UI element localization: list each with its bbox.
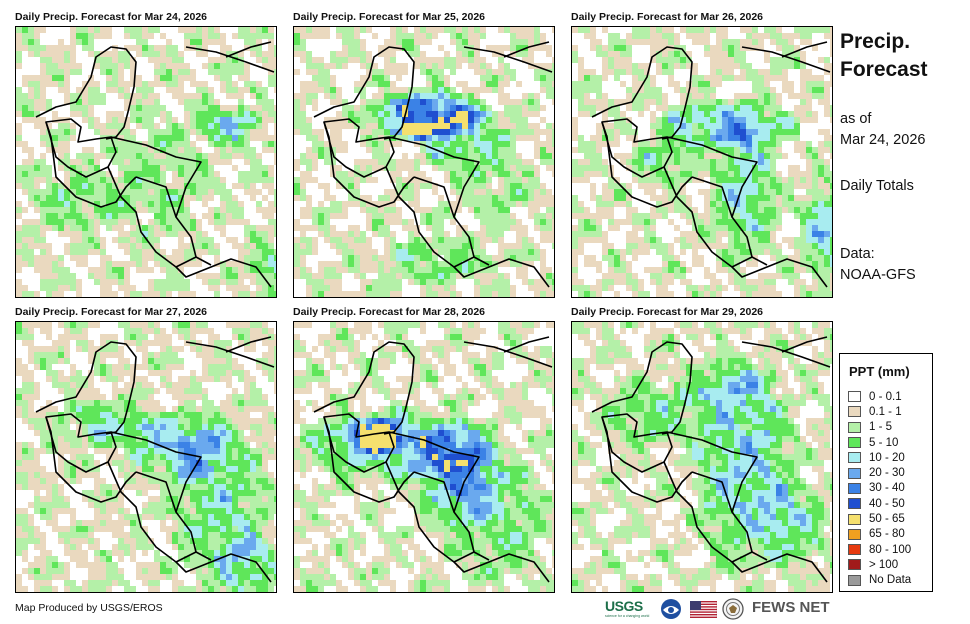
forecast-panel-3: Daily Precip. Forecast for Mar 26, 2026 — [571, 10, 833, 300]
panel-title: Daily Precip. Forecast for Mar 26, 2026 — [571, 11, 764, 23]
legend-swatch — [848, 467, 861, 479]
precip-map — [571, 26, 833, 298]
legend-label: 65 - 80 — [869, 528, 905, 541]
fews-net-logo: FEWS NET — [752, 599, 830, 616]
legend-swatch — [848, 513, 861, 525]
legend-label: 20 - 30 — [869, 467, 905, 480]
precip-map — [293, 26, 555, 298]
country-borders — [35, 336, 275, 583]
partner-logos: USGS science for a changing world FEWS N… — [605, 597, 835, 621]
legend-swatch — [848, 406, 861, 418]
legend-item: 1 - 5 — [848, 420, 911, 435]
legend-label: 80 - 100 — [869, 543, 912, 556]
forecast-panel-4: Daily Precip. Forecast for Mar 27, 2026 — [15, 305, 277, 595]
precip-map — [293, 321, 555, 593]
as-of-label: as of — [840, 111, 872, 127]
panel-title: Daily Precip. Forecast for Mar 24, 2026 — [15, 11, 208, 23]
forecast-panel-1: Daily Precip. Forecast for Mar 24, 2026 — [15, 10, 277, 300]
legend-label: 5 - 10 — [869, 436, 899, 449]
legend-item: > 100 — [848, 557, 911, 572]
legend-swatch — [848, 559, 861, 571]
forecast-panel-6: Daily Precip. Forecast for Mar 29, 2026 — [571, 305, 833, 595]
precip-grid — [572, 322, 832, 592]
legend-swatch — [848, 391, 861, 403]
state-department-seal-icon — [722, 598, 744, 620]
us-flag-icon — [690, 601, 717, 618]
country-borders — [313, 41, 553, 288]
legend-label: > 100 — [869, 558, 899, 571]
precip-map — [15, 321, 277, 593]
sidebar-title-line1: Precip. — [840, 30, 911, 53]
legend-item: 50 - 65 — [848, 511, 911, 526]
legend-swatch — [848, 498, 861, 510]
country-borders — [35, 41, 275, 288]
as-of-value: Mar 24, 2026 — [840, 132, 926, 148]
legend-list: 0 - 0.1 0.1 - 1 1 - 5 5 - 10 10 - 20 20 - 30 3… — [848, 389, 911, 588]
country-borders — [591, 41, 831, 288]
legend-title: PPT (mm) — [849, 364, 910, 379]
precip-map — [15, 26, 277, 298]
legend-label: 1 - 5 — [869, 421, 893, 434]
data-source: Data: NOAA-GFS — [840, 244, 916, 286]
legend-item: 5 - 10 — [848, 435, 911, 450]
panel-title: Daily Precip. Forecast for Mar 29, 2026 — [571, 306, 764, 318]
daily-totals-label: Daily Totals — [840, 178, 914, 194]
usgs-tagline: science for a changing world — [605, 614, 650, 618]
country-borders — [313, 336, 553, 583]
precip-map — [571, 321, 833, 593]
legend-label: 40 - 50 — [869, 497, 905, 510]
legend-swatch — [848, 528, 861, 540]
legend-swatch — [848, 544, 861, 556]
data-source-label: Data: — [840, 246, 875, 262]
as-of-date: as of Mar 24, 2026 — [840, 109, 925, 151]
panel-title: Daily Precip. Forecast for Mar 27, 2026 — [15, 306, 208, 318]
forecast-panel-2: Daily Precip. Forecast for Mar 25, 2026 — [293, 10, 555, 300]
sidebar-title: Precip. Forecast — [840, 28, 928, 84]
map-credit: Map Produced by USGS/EROS — [15, 602, 163, 614]
legend-label: 10 - 20 — [869, 451, 905, 464]
legend-item: 65 - 80 — [848, 527, 911, 542]
legend-item: 80 - 100 — [848, 542, 911, 557]
legend-swatch — [848, 452, 861, 464]
precip-grid — [16, 322, 276, 592]
legend-label: 0 - 0.1 — [869, 390, 902, 403]
panel-title: Daily Precip. Forecast for Mar 25, 2026 — [293, 11, 486, 23]
country-borders — [591, 336, 831, 583]
sidebar-title-line2: Forecast — [840, 58, 928, 81]
usgs-wordmark: USGS — [605, 598, 643, 614]
panel-title: Daily Precip. Forecast for Mar 28, 2026 — [293, 306, 486, 318]
legend-swatch — [848, 574, 861, 586]
legend-label: No Data — [869, 574, 912, 587]
legend-label: 30 - 40 — [869, 482, 905, 495]
legend-item: 20 - 30 — [848, 465, 911, 480]
legend-swatch — [848, 437, 861, 449]
legend-label: 0.1 - 1 — [869, 405, 902, 418]
legend-item: 10 - 20 — [848, 450, 911, 465]
legend-swatch — [848, 421, 861, 433]
forecast-panel-5: Daily Precip. Forecast for Mar 28, 2026 — [293, 305, 555, 595]
legend-item: 40 - 50 — [848, 496, 911, 511]
data-source-value: NOAA-GFS — [840, 267, 916, 283]
precip-legend: PPT (mm) 0 - 0.1 0.1 - 1 1 - 5 5 - 10 10 - 2… — [839, 353, 933, 592]
legend-item: No Data — [848, 573, 911, 588]
legend-label: 50 - 65 — [869, 513, 905, 526]
legend-item: 0.1 - 1 — [848, 404, 911, 419]
precip-grid — [16, 27, 276, 297]
noaa-logo-icon — [661, 599, 681, 619]
legend-item: 30 - 40 — [848, 481, 911, 496]
legend-swatch — [848, 482, 861, 494]
legend-item: 0 - 0.1 — [848, 389, 911, 404]
